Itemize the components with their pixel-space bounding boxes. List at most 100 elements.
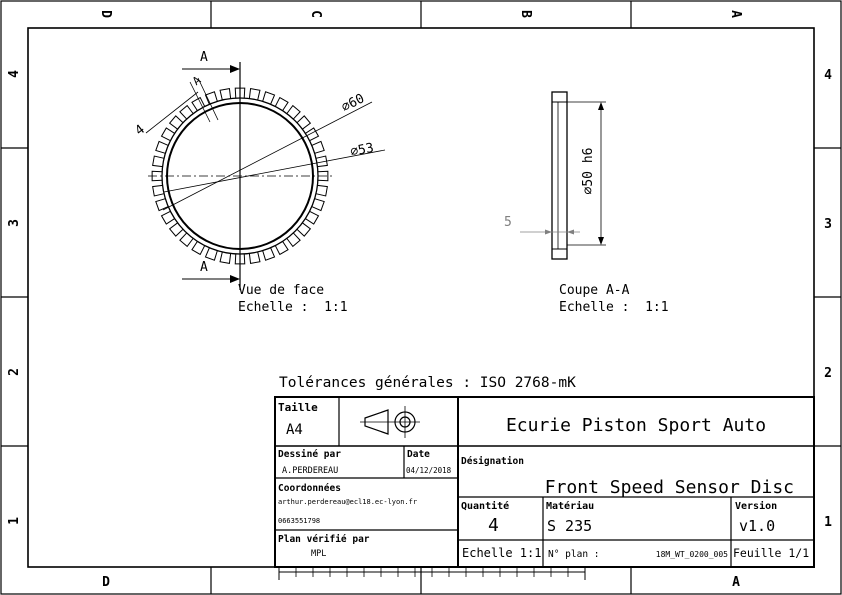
- zone-top-4: A: [728, 10, 743, 18]
- disc-tooth: [248, 88, 261, 101]
- checked-by-label: Plan vérifié par: [278, 534, 370, 545]
- disc-tooth: [305, 127, 320, 142]
- disc-tooth: [219, 251, 232, 264]
- disc-tooth: [274, 241, 289, 256]
- sheet-number: Feuille 1/1: [733, 546, 809, 560]
- size-label: Taille: [278, 401, 318, 414]
- dim-5-label: 5: [504, 215, 512, 230]
- dim-leader-60: [162, 101, 373, 211]
- zone-right-4: 1: [824, 515, 832, 530]
- zone-bottom-1: D: [102, 575, 110, 590]
- projection-symbol-icon: [360, 406, 420, 438]
- dim-arrow-5-right: [567, 229, 574, 235]
- dim-small-label: 4: [133, 122, 149, 139]
- zone-left-2: 3: [7, 219, 22, 227]
- disc-tooth: [315, 184, 328, 197]
- quantity-label: Quantité: [461, 500, 509, 512]
- general-tolerances: Tolérances générales : ISO 2768-mK: [279, 375, 576, 391]
- disc-tooth: [286, 104, 301, 120]
- contact-phone: 0663551798: [278, 517, 320, 525]
- disc-tooth: [168, 115, 184, 130]
- disc-tooth: [219, 88, 232, 101]
- drawn-by-label: Dessiné par: [278, 449, 341, 460]
- disc-tooth: [262, 247, 276, 261]
- dim-arrow-50-top: [598, 102, 604, 110]
- dim-50-label: ⌀50 h6: [581, 148, 596, 195]
- disc-tooth: [204, 247, 218, 261]
- date-value: 04/12/2018: [406, 466, 452, 475]
- disc-tooth: [152, 184, 165, 197]
- plan-number-label: N° plan :: [548, 549, 599, 560]
- checked-by-value: MPL: [311, 549, 326, 559]
- company-name: Ecurie Piston Sport Auto: [506, 415, 766, 436]
- drawing-scale: Echelle 1:1: [462, 546, 541, 560]
- zone-left-4: 1: [7, 517, 22, 525]
- disc-tooth: [311, 140, 325, 154]
- zone-top-2: C: [308, 10, 323, 18]
- disc-tooth: [160, 127, 175, 142]
- quantity-value: 4: [488, 515, 499, 536]
- disc-tooth: [179, 232, 194, 248]
- section-view-title: Coupe A-A: [559, 283, 630, 298]
- disc-tooth: [248, 251, 261, 264]
- date-label: Date: [407, 449, 430, 460]
- disc-tooth: [317, 170, 329, 182]
- title-block: [274, 396, 815, 580]
- disc-tooth: [296, 222, 312, 237]
- section-arrow-bottom-head: [230, 275, 240, 283]
- zone-left-1: 4: [7, 70, 22, 78]
- contact-label: Coordonnées: [278, 483, 341, 494]
- disc-tooth: [311, 198, 325, 212]
- disc-tooth: [191, 241, 206, 256]
- zone-bottom-2: A: [732, 575, 740, 590]
- front-view-title: Vue de face: [238, 283, 324, 298]
- disc-tooth: [168, 222, 184, 237]
- dim-inner-label: ⌀53: [349, 141, 375, 160]
- scale-ruler: [278, 567, 586, 577]
- disc-tooth: [274, 96, 289, 111]
- disc-tooth: [296, 115, 312, 130]
- zone-right-3: 2: [824, 366, 832, 381]
- disc-tooth: [191, 96, 206, 111]
- zone-right-1: 4: [824, 68, 832, 83]
- front-view-scale: Echelle : 1:1: [238, 300, 348, 315]
- disc-tooth: [160, 210, 175, 225]
- disc-tooth: [155, 140, 169, 154]
- disc-tooth: [155, 198, 169, 212]
- version-value: v1.0: [739, 517, 775, 535]
- disc-tooth: [204, 91, 218, 105]
- section-label-top: A: [200, 50, 208, 65]
- dim-arrow-5-left: [545, 229, 552, 235]
- section-view-scale: Echelle : 1:1: [559, 300, 669, 315]
- zone-left-3: 2: [7, 368, 22, 376]
- zone-top-3: B: [518, 10, 533, 18]
- section-body: [551, 91, 568, 260]
- size-value: A4: [286, 422, 303, 438]
- dim-line-small: [145, 91, 199, 134]
- dim-leader-tooth: [197, 77, 219, 121]
- disc-tooth: [179, 104, 194, 120]
- material-value: S 235: [547, 517, 592, 535]
- dim-leader-tooth-2: [189, 81, 211, 123]
- section-label-bottom: A: [200, 260, 208, 275]
- dim-arrow-50-bottom: [598, 237, 604, 245]
- zone-right-2: 3: [824, 217, 832, 232]
- plan-number-value: 18M_WT_0200_005: [656, 550, 728, 559]
- designation-value: Front Speed Sensor Disc: [545, 477, 794, 498]
- designation-label: Désignation: [461, 456, 524, 467]
- material-label: Matériau: [546, 500, 594, 512]
- drawn-by-value: A.PERDEREAU: [282, 466, 338, 476]
- section-view: ⌀50 h6 5 Coupe A-A Echelle : 1:1: [504, 91, 669, 315]
- disc-tooth: [286, 232, 301, 248]
- disc-tooth: [152, 155, 165, 168]
- section-arrow-top-head: [230, 65, 240, 73]
- dim-outer-label: ⌀60: [339, 91, 367, 115]
- version-label: Version: [735, 500, 777, 512]
- contact-email: arthur.perdereau@ecl18.ec-lyon.fr: [278, 498, 417, 506]
- zone-top-1: D: [98, 10, 113, 18]
- front-view: A A 4 A ⌀60 ⌀53 Vue de face Echelle : 1:…: [133, 50, 386, 315]
- dim-leader-53: [163, 149, 386, 193]
